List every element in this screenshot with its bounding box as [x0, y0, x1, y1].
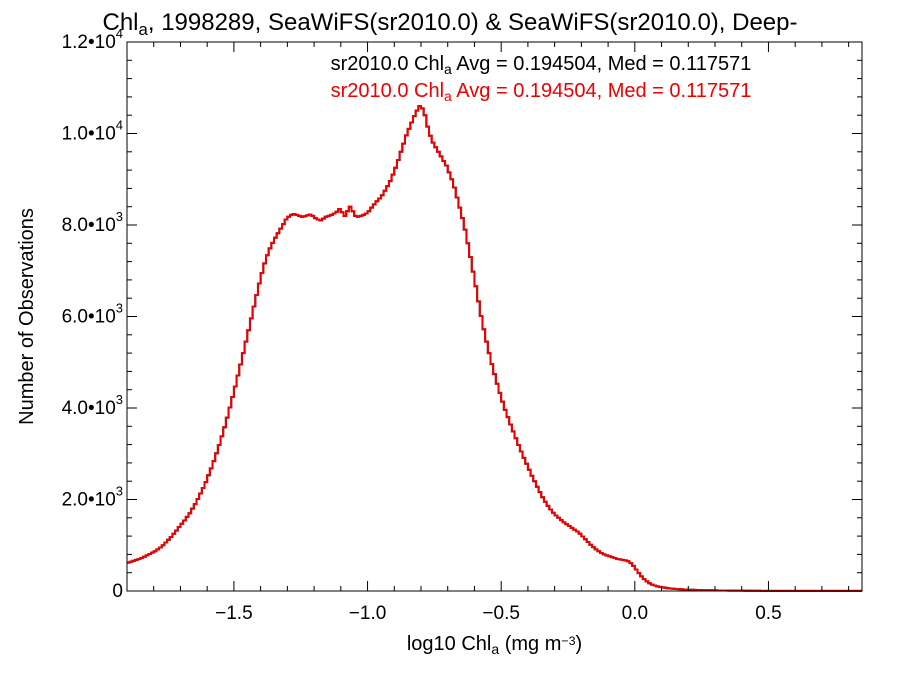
text-part: Avg = 0.194504, Med = 0.117571 [452, 53, 752, 75]
stats-annotation-1: sr2010.0 Chla Avg = 0.194504, Med = 0.11… [331, 80, 752, 104]
histogram-line-0 [127, 105, 862, 592]
y-tick-mantissa: 2.0•10 [62, 490, 116, 511]
y-tick-label: 6.0•103 [62, 301, 123, 328]
y-tick-exponent: 3 [116, 209, 123, 224]
histogram-series [127, 105, 862, 592]
x-tick-label: −1.0 [349, 603, 387, 624]
y-tick-mantissa: 0 [112, 581, 123, 602]
text-part: Avg = 0.194504, Med = 0.117571 [452, 80, 752, 102]
text-part: a [444, 88, 452, 104]
text-part: Chl [103, 9, 139, 36]
y-tick-label: 2.0•103 [62, 484, 123, 511]
y-tick-exponent: 3 [116, 484, 123, 499]
chart-title: Chla, 1998289, SeaWiFS(sr2010.0) & SeaWi… [103, 9, 798, 39]
stats-annotations: sr2010.0 Chla Avg = 0.194504, Med = 0.11… [331, 53, 752, 104]
histogram-line-1 [127, 105, 862, 592]
text-part: a [444, 61, 452, 77]
text-part: , 1998289, SeaWiFS(sr2010.0) & SeaWiFS(s… [148, 9, 798, 36]
x-tick-label: −0.5 [482, 603, 520, 624]
y-axis: 02.0•1034.0•1036.0•1038.0•1031.0•1041.2•… [62, 26, 862, 602]
y-tick-mantissa: 6.0•10 [62, 307, 116, 328]
text-part: (mg m [499, 633, 561, 655]
text-part: log10 Chl [407, 633, 492, 655]
text-part: −3 [561, 634, 575, 648]
x-tick-label: −1.5 [215, 603, 253, 624]
y-tick-label: 4.0•103 [62, 392, 123, 419]
text-part: sr2010.0 Chl [331, 53, 444, 75]
x-axis: −1.5 −1.0 −0.5 0.0 0.5 [126, 42, 850, 624]
x-tick-label: 0.0 [622, 603, 648, 624]
y-axis-label: Number of Observations [16, 208, 38, 425]
y-tick-exponent: 4 [116, 26, 123, 41]
y-tick-mantissa: 1.0•10 [62, 124, 116, 145]
text-part: sr2010.0 Chl [331, 80, 444, 102]
text-part: ) [576, 633, 583, 655]
y-tick-mantissa: 4.0•10 [62, 398, 116, 419]
text-part: a [491, 641, 499, 657]
y-tick-exponent: 3 [116, 392, 123, 407]
y-tick-exponent: 3 [116, 301, 123, 316]
stats-annotation-0: sr2010.0 Chla Avg = 0.194504, Med = 0.11… [331, 53, 752, 77]
plot-frame [126, 41, 863, 592]
y-tick-label: 1.2•104 [62, 26, 123, 53]
y-tick-label: 8.0•103 [62, 209, 123, 236]
y-tick-exponent: 4 [116, 118, 123, 133]
y-tick-mantissa: 1.2•10 [62, 32, 116, 53]
text-part: a [139, 20, 149, 39]
y-tick-label: 1.0•104 [62, 118, 123, 145]
y-tick-label: 0 [112, 581, 123, 602]
x-axis-label: log10 Chla (mg m−3) [407, 633, 582, 657]
y-tick-mantissa: 8.0•10 [62, 215, 116, 236]
x-tick-label: 0.5 [755, 603, 781, 624]
